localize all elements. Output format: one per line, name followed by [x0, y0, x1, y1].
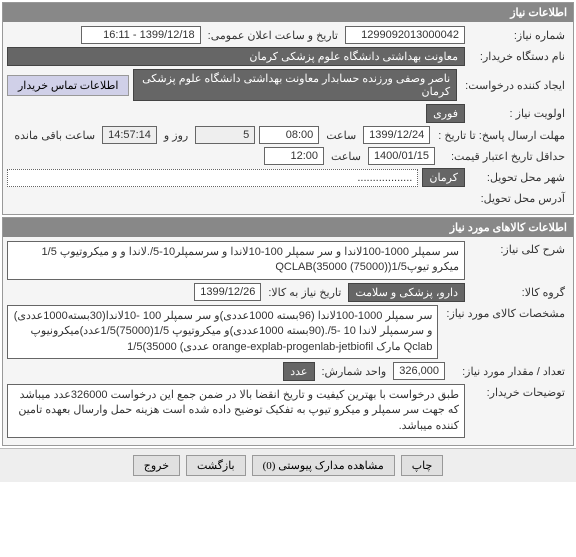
- row-desc: شرح کلی نیاز: سر سمپلر 1000-100لاندا و س…: [7, 241, 569, 280]
- address-label: آدرس محل تحویل:: [469, 190, 569, 207]
- row-deadline: مهلت ارسال پاسخ: تا تاریخ : 1399/12/24 س…: [7, 126, 569, 144]
- deadline-time-label: ساعت: [323, 129, 359, 142]
- notes-value: طبق درخواست با بهترین کیفیت و تاریخ انقض…: [7, 384, 465, 438]
- validity-label: حداقل تاریخ اعتبار قیمت:: [439, 148, 569, 165]
- row-validity: حداقل تاریخ اعتبار قیمت: 1400/01/15 ساعت…: [7, 147, 569, 165]
- goods-info-panel: اطلاعات کالاهای مورد نیاز شرح کلی نیاز: …: [2, 217, 574, 446]
- req-no-value: 1299092013000042: [345, 26, 465, 44]
- city-label: شهر محل تحویل:: [469, 169, 569, 186]
- print-button[interactable]: چاپ: [401, 455, 444, 476]
- exit-button[interactable]: خروج: [133, 455, 180, 476]
- row-creator: ایجاد کننده درخواست: ناصر وصفی ورزنده حس…: [7, 69, 569, 101]
- row-buyer: نام دستگاه خریدار: معاونت بهداشتی دانشگا…: [7, 47, 569, 66]
- desc-label: شرح کلی نیاز:: [469, 241, 569, 258]
- row-priority: اولویت نیاز : فوری: [7, 104, 569, 123]
- deadline-time: 08:00: [259, 126, 319, 144]
- contact-buyer-button[interactable]: اطلاعات تماس خریدار: [7, 75, 129, 96]
- remain-time: 14:57:14: [102, 126, 157, 144]
- action-bar: چاپ مشاهده مدارک پیوستی (0) بازگشت خروج: [0, 448, 576, 482]
- row-notes: توضیحات خریدار: طبق درخواست با بهترین کی…: [7, 384, 569, 438]
- deadline-date: 1399/12/24: [363, 126, 430, 144]
- group-value: دارو، پزشکی و سلامت: [348, 283, 465, 302]
- validity-time: 12:00: [264, 147, 324, 165]
- unit-label: واحد شمارش:: [319, 365, 390, 378]
- need-date-value: 1399/12/26: [194, 283, 261, 301]
- unit-value: عدد: [283, 362, 314, 381]
- buyer-value: معاونت بهداشتی دانشگاه علوم پزشکی کرمان: [7, 47, 465, 66]
- city-dots: ..................: [7, 169, 418, 187]
- need-date-label: تاریخ نیاز به کالا:: [265, 286, 344, 299]
- qty-value: 326,000: [393, 362, 445, 380]
- panel1-body: شماره نیاز: 1299092013000042 تاریخ و ساع…: [3, 22, 573, 214]
- row-spec: مشخصات کالای مورد نیاز: سر سمپلر 1000-10…: [7, 305, 569, 359]
- announce-value: 1399/12/18 - 16:11: [81, 26, 201, 44]
- panel2-header: اطلاعات کالاهای مورد نیاز: [3, 218, 573, 237]
- back-button[interactable]: بازگشت: [186, 455, 246, 476]
- panel2-body: شرح کلی نیاز: سر سمپلر 1000-100لاندا و س…: [3, 237, 573, 445]
- desc-value: سر سمپلر 1000-100لاندا و سر سمپلر 100-10…: [7, 241, 465, 280]
- deadline-label: مهلت ارسال پاسخ: تا تاریخ :: [434, 127, 569, 144]
- creator-value: ناصر وصفی ورزنده حسابدار معاونت بهداشتی …: [133, 69, 457, 101]
- panel1-header: اطلاعات نیاز: [3, 3, 573, 22]
- spec-value: سر سمپلر 1000-100لاندا (96بسته 1000عددی)…: [7, 305, 438, 359]
- group-label: گروه کالا:: [469, 284, 569, 301]
- remain-suffix: ساعت باقی مانده: [11, 129, 98, 142]
- attachments-button[interactable]: مشاهده مدارک پیوستی (0): [252, 455, 395, 476]
- qty-label: تعداد / مقدار مورد نیاز:: [449, 363, 569, 380]
- validity-time-label: ساعت: [328, 150, 364, 163]
- spec-label: مشخصات کالای مورد نیاز:: [442, 305, 569, 322]
- priority-value: فوری: [426, 104, 465, 123]
- buyer-label: نام دستگاه خریدار:: [469, 48, 569, 65]
- remain-days-label: روز و: [161, 129, 191, 142]
- row-group: گروه کالا: دارو، پزشکی و سلامت تاریخ نیا…: [7, 283, 569, 302]
- priority-label: اولویت نیاز :: [469, 105, 569, 122]
- announce-label: تاریخ و ساعت اعلان عمومی:: [205, 29, 341, 42]
- remain-days: 5: [195, 126, 255, 144]
- creator-label: ایجاد کننده درخواست:: [461, 77, 569, 94]
- req-no-label: شماره نیاز:: [469, 27, 569, 44]
- row-city: شهر محل تحویل: کرمان ..................: [7, 168, 569, 187]
- validity-date: 1400/01/15: [368, 147, 435, 165]
- city-value: کرمان: [422, 168, 465, 187]
- row-address: آدرس محل تحویل:: [7, 190, 569, 207]
- row-req-no: شماره نیاز: 1299092013000042 تاریخ و ساع…: [7, 26, 569, 44]
- row-qty: تعداد / مقدار مورد نیاز: 326,000 واحد شم…: [7, 362, 569, 381]
- notes-label: توضیحات خریدار:: [469, 384, 569, 401]
- need-info-panel: اطلاعات نیاز شماره نیاز: 129909201300004…: [2, 2, 574, 215]
